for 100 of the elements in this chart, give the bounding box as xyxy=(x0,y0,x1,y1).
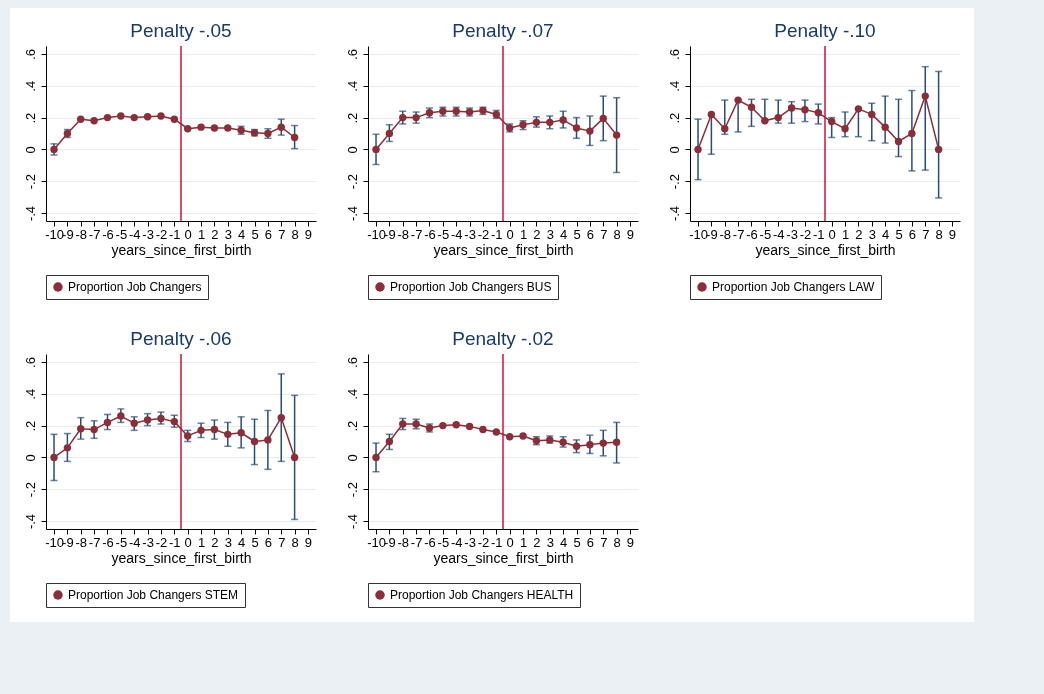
y-tick-label: -.4 xyxy=(344,205,360,222)
point xyxy=(183,125,192,133)
x-tick-label: 6 xyxy=(264,534,272,550)
x-axis-title: years_since_first_birth xyxy=(755,241,896,258)
x-tick-label: -10 xyxy=(367,534,386,550)
x-tick-label: 8 xyxy=(613,534,621,550)
x-tick-label: 0 xyxy=(184,226,192,242)
chart-title: Penalty -.02 xyxy=(452,328,554,350)
x-tick-label: 1 xyxy=(519,226,528,242)
point xyxy=(130,419,138,427)
x-tick-label: 0 xyxy=(506,534,514,550)
point xyxy=(572,124,581,132)
x-tick-label: -10 xyxy=(367,226,386,242)
x-tick-label: -5 xyxy=(115,534,128,550)
x-tick-label: -8 xyxy=(75,534,88,550)
legend-label: Proportion Job Changers xyxy=(68,280,202,294)
x-tick-label: 2 xyxy=(533,534,541,550)
y-tick-label: -.2 xyxy=(344,482,360,498)
point xyxy=(612,131,621,139)
x-tick-label: 4 xyxy=(882,226,890,242)
y-tick-label: 0 xyxy=(22,146,38,154)
y-tick-label: 0 xyxy=(666,146,682,154)
x-tick-label: -6 xyxy=(424,226,436,242)
point xyxy=(224,124,232,132)
x-tick-label: -7 xyxy=(88,534,101,550)
x-tick-label: -3 xyxy=(142,226,154,242)
y-tick-label: .6 xyxy=(344,357,360,368)
x-tick-label: 7 xyxy=(278,226,286,242)
point xyxy=(868,110,876,119)
x-tick-label: -6 xyxy=(102,226,114,242)
point xyxy=(559,116,567,124)
y-tick-label: .6 xyxy=(344,49,360,60)
point xyxy=(143,113,152,121)
point xyxy=(130,113,138,122)
x-tick-label: -6 xyxy=(424,534,436,550)
y-tick-label: .6 xyxy=(666,49,682,60)
point xyxy=(492,428,501,436)
point xyxy=(77,115,85,123)
point xyxy=(599,439,607,447)
x-tick-label: -4 xyxy=(128,534,141,550)
y-tick-label: 0 xyxy=(344,454,360,462)
x-tick-label: 9 xyxy=(626,226,635,242)
point xyxy=(452,421,460,429)
x-tick-label: 1 xyxy=(197,534,206,550)
point xyxy=(787,104,796,112)
chart-title: Penalty -.07 xyxy=(452,20,554,42)
point xyxy=(881,123,889,131)
x-tick-label: 5 xyxy=(251,226,259,242)
point xyxy=(694,145,702,154)
point xyxy=(103,418,112,427)
point xyxy=(612,438,621,446)
x-tick-label: 0 xyxy=(506,226,514,242)
y-tick-label: .2 xyxy=(344,112,360,124)
y-tick-label: -.2 xyxy=(22,174,38,190)
x-tick-label: 7 xyxy=(600,534,608,550)
point xyxy=(827,117,836,126)
x-axis-title: years_since_first_birth xyxy=(111,241,252,258)
x-tick-label: -3 xyxy=(786,226,798,242)
y-tick-label: .4 xyxy=(666,80,682,92)
point xyxy=(210,124,219,132)
x-tick-label: 1 xyxy=(197,226,206,242)
point xyxy=(586,440,594,449)
x-tick-label: 0 xyxy=(828,226,836,242)
x-tick-label: 2 xyxy=(211,226,219,242)
point xyxy=(921,92,929,100)
point xyxy=(372,145,380,154)
x-tick-label: -8 xyxy=(719,226,732,242)
x-tick-label: -3 xyxy=(464,534,476,550)
point xyxy=(117,412,125,420)
point xyxy=(277,413,285,422)
point xyxy=(90,425,98,434)
x-tick-label: 3 xyxy=(224,534,232,550)
x-tick-label: 8 xyxy=(291,534,299,550)
y-tick-label: -.4 xyxy=(22,513,38,530)
point xyxy=(519,432,527,440)
point xyxy=(77,425,85,433)
x-tick-label: -4 xyxy=(450,534,463,550)
x-tick-label: -1 xyxy=(169,226,181,242)
x-tick-label: 5 xyxy=(573,226,581,242)
x-tick-label: -5 xyxy=(759,226,772,242)
point xyxy=(50,453,58,462)
x-tick-label: 6 xyxy=(908,226,916,242)
legend-label: Proportion Job Changers HEALTH xyxy=(390,588,574,602)
x-tick-label: 8 xyxy=(935,226,943,242)
x-tick-label: -4 xyxy=(450,226,463,242)
point xyxy=(237,429,245,437)
x-tick-label: 5 xyxy=(251,534,259,550)
y-tick-label: .4 xyxy=(344,388,360,400)
point xyxy=(385,129,394,138)
y-tick-label: .4 xyxy=(22,80,38,92)
x-tick-label: -2 xyxy=(155,534,168,550)
x-tick-label: 9 xyxy=(304,534,313,550)
point xyxy=(197,123,205,131)
x-tick-label: 9 xyxy=(948,226,957,242)
x-tick-label: 7 xyxy=(922,226,930,242)
x-tick-label: 1 xyxy=(841,226,850,242)
point xyxy=(586,127,594,135)
x-axis-title: years_since_first_birth xyxy=(433,549,574,566)
x-tick-label: -9 xyxy=(384,226,396,242)
x-tick-label: -5 xyxy=(437,534,450,550)
